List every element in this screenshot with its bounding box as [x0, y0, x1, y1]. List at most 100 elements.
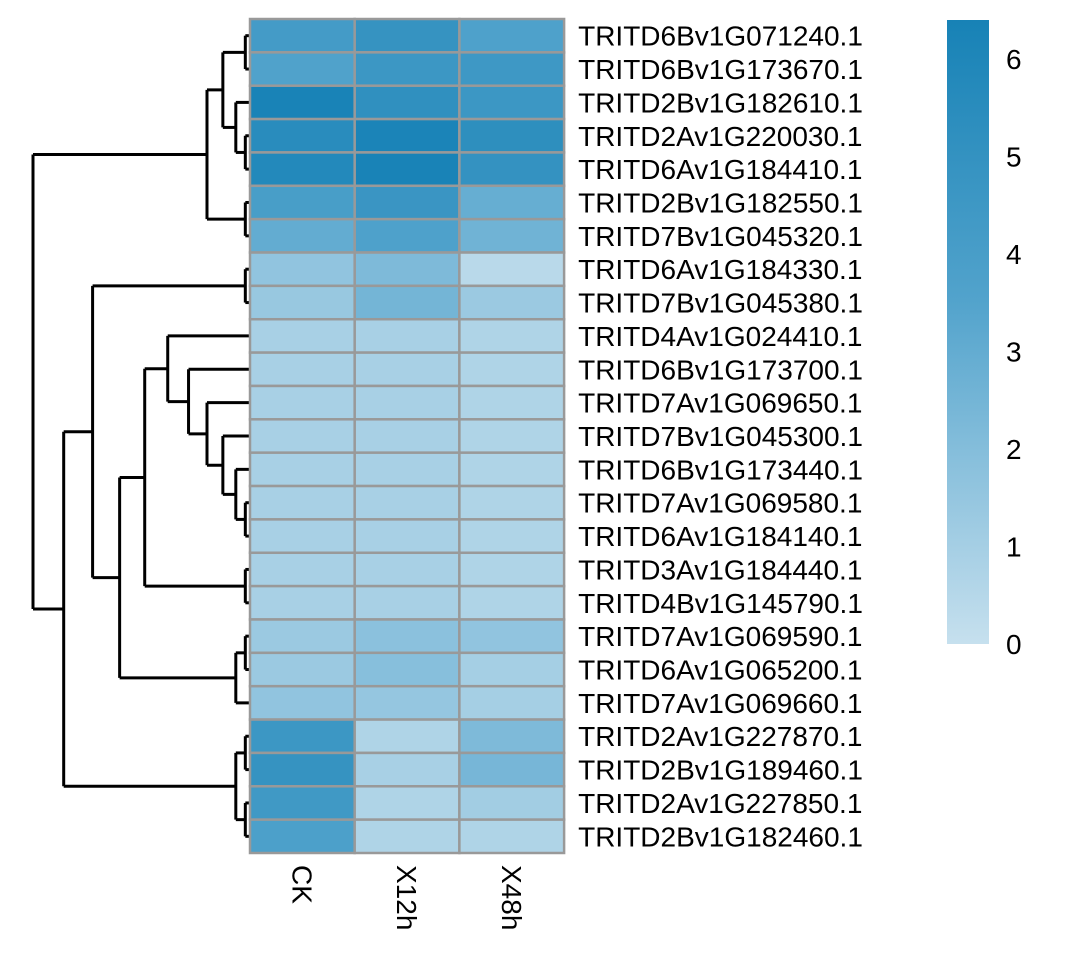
heatmap-cell [458, 384, 566, 421]
heatmap-cell [353, 484, 461, 521]
heatmap-cell [248, 351, 356, 388]
heatmap-cell [458, 718, 566, 755]
heatmap-cell [353, 17, 461, 54]
row-label: TRITD6Av1G065200.1 [578, 655, 862, 686]
row-label: TRITD2Bv1G182550.1 [578, 187, 863, 218]
row-label: TRITD6Bv1G173700.1 [578, 354, 863, 385]
heatmap-cell [458, 518, 566, 555]
heatmap-cell [353, 584, 461, 621]
heatmap-cell [353, 618, 461, 655]
heatmap-cell [458, 317, 566, 354]
heatmap-cell [353, 785, 461, 821]
row-label: TRITD4Bv1G145790.1 [578, 588, 863, 619]
heatmap-cell [353, 251, 461, 288]
heatmap-cell [458, 451, 566, 488]
heatmap-cell [353, 151, 461, 188]
heatmap-cell [458, 117, 566, 154]
row-label: TRITD2Av1G227850.1 [578, 788, 862, 819]
column-labels: CK X12h X48h [286, 865, 526, 930]
heatmap-cell [458, 17, 566, 54]
row-label: TRITD2Av1G227870.1 [578, 721, 862, 752]
heatmap-cell [458, 818, 566, 855]
heatmap-cell [248, 184, 356, 221]
heatmap-cell [458, 284, 566, 321]
heatmap-cell [248, 384, 356, 421]
row-label: TRITD6Bv1G173440.1 [578, 454, 863, 485]
heatmap-cell [353, 284, 461, 321]
row-label: TRITD7Bv1G045320.1 [578, 221, 863, 252]
heatmap-cell [458, 651, 566, 688]
heatmap-cell [248, 17, 356, 54]
row-label: TRITD6Bv1G071240.1 [578, 21, 863, 52]
row-label: TRITD6Av1G184330.1 [578, 254, 862, 285]
row-label: TRITD6Bv1G173670.1 [578, 54, 863, 85]
heatmap-cell [248, 518, 356, 555]
color-legend-bar [947, 20, 989, 644]
heatmap-cell [458, 418, 566, 454]
legend-tick-label: 1 [1006, 532, 1022, 563]
heatmap-cell [353, 184, 461, 221]
row-label: TRITD2Bv1G189460.1 [578, 755, 863, 786]
heatmap-cell [248, 451, 356, 488]
heatmap-cell [248, 217, 356, 254]
heatmap-cell [248, 785, 356, 821]
heatmap-cell [458, 551, 566, 588]
row-label: TRITD7Av1G069580.1 [578, 488, 862, 519]
heatmap-cell [353, 351, 461, 388]
legend-tick-label: 2 [1006, 434, 1022, 465]
heatmap-cell [458, 184, 566, 221]
row-label: TRITD7Av1G069650.1 [578, 388, 862, 419]
row-label: TRITD4Av1G024410.1 [578, 321, 862, 352]
row-label: TRITD2Av1G220030.1 [578, 121, 862, 152]
heatmap-cell [458, 584, 566, 621]
heatmap-cell [353, 84, 461, 121]
row-label: TRITD6Av1G184140.1 [578, 521, 862, 552]
heatmap-cell [248, 51, 356, 87]
row-label: TRITD7Bv1G045380.1 [578, 288, 863, 319]
heatmap-cell [458, 151, 566, 188]
column-label: X12h [391, 865, 422, 930]
heatmap-cell [353, 751, 461, 788]
heatmap-cell [353, 51, 461, 87]
row-labels: TRITD6Bv1G071240.1TRITD6Bv1G173670.1TRIT… [578, 21, 863, 853]
heatmap-cell [458, 351, 566, 388]
heatmap-cell [458, 51, 566, 87]
row-dendrogram [31, 34, 250, 838]
heatmap-cell [458, 251, 566, 288]
heatmap-cell [248, 584, 356, 621]
row-label: TRITD7Bv1G045300.1 [578, 421, 863, 452]
heatmap-cell [353, 418, 461, 454]
heatmap-cell [458, 484, 566, 521]
heatmap-cell [248, 117, 356, 154]
heatmap-cell [248, 84, 356, 121]
heatmap-cell [458, 217, 566, 254]
row-label: TRITD2Bv1G182460.1 [578, 821, 863, 852]
heatmap-cell [353, 317, 461, 354]
heatmap-cell [353, 551, 461, 588]
heatmap-cell [248, 684, 356, 721]
heatmap-cell [248, 251, 356, 288]
row-label: TRITD7Av1G069590.1 [578, 621, 862, 652]
heatmap-cell [353, 684, 461, 721]
legend-tick-label: 6 [1006, 44, 1022, 75]
legend-tick-label: 0 [1006, 629, 1022, 660]
heatmap-cell [353, 651, 461, 688]
heatmap-cell [353, 217, 461, 254]
heatmap-cell [458, 618, 566, 655]
heatmap-cell [458, 785, 566, 821]
heatmap-cell [353, 518, 461, 555]
heatmap-cell [248, 618, 356, 655]
heatmap-cell [353, 117, 461, 154]
legend-tick-label: 4 [1006, 239, 1022, 270]
row-label: TRITD3Av1G184440.1 [578, 554, 862, 585]
heatmap-cell [353, 718, 461, 755]
row-label: TRITD6Av1G184410.1 [578, 154, 862, 185]
column-label: X48h [496, 865, 527, 930]
heatmap-cell [248, 317, 356, 354]
heatmap-cell [248, 418, 356, 454]
heatmap-cell [248, 151, 356, 188]
row-label: TRITD2Bv1G182610.1 [578, 87, 863, 118]
color-legend: 0 1 2 3 4 5 6 [947, 20, 1022, 660]
heatmap-cell [353, 451, 461, 488]
